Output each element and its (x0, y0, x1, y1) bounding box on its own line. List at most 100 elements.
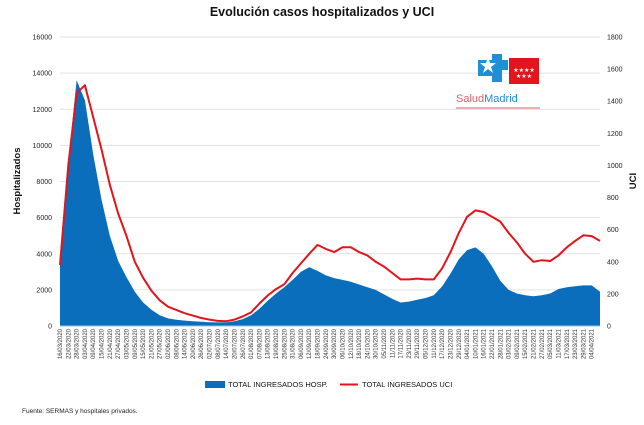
y-right-tick-label: 1000 (607, 163, 623, 170)
x-tick-label: 03/05/2020 (124, 328, 130, 359)
x-tick-label: 06/10/2020 (340, 328, 346, 359)
y-right-tick-label: 400 (607, 259, 619, 266)
x-tick-label: 21/05/2020 (149, 328, 155, 359)
x-tick-label: 08/06/2020 (174, 328, 180, 359)
x-tick-label: 27/05/2020 (158, 328, 164, 359)
chart-title: Evolución casos hospitalizados y UCI (210, 5, 434, 19)
y-left-tick-label: 6000 (36, 215, 52, 222)
x-tick-label: 07/08/2020 (257, 328, 263, 359)
flag-stars-icon: ★★★★ (513, 67, 535, 74)
svg-text:★★★: ★★★ (516, 73, 532, 80)
y-left-tick-label: 8000 (36, 179, 52, 186)
x-tick-label: 14/07/2020 (224, 328, 230, 359)
x-tick-label: 24/10/2020 (365, 328, 371, 359)
y-right-tick-label: 1200 (607, 131, 623, 138)
x-tick-label: 09/04/2020 (91, 328, 97, 359)
x-tick-label: 02/06/2020 (166, 328, 172, 359)
x-tick-label: 26/06/2020 (199, 328, 205, 359)
x-tick-label: 28/03/2020 (75, 328, 81, 359)
x-tick-label: 27/02/2021 (540, 328, 546, 359)
y-right-tick-label: 1800 (607, 35, 623, 42)
y-left-tick-label: 16000 (33, 35, 53, 42)
x-tick-label: 11/11/2020 (390, 328, 396, 358)
x-tick-label: 12/09/2020 (307, 328, 313, 359)
x-tick-label: 21/04/2020 (108, 328, 114, 359)
x-tick-label: 29/11/2020 (415, 328, 421, 358)
x-tick-label: 17/11/2020 (399, 328, 405, 358)
x-tick-label: 02/07/2020 (208, 328, 214, 359)
legend: TOTAL INGRESADOS HOSP. TOTAL INGRESADOS … (205, 380, 452, 389)
x-tick-label: 14/06/2020 (183, 328, 189, 359)
x-tick-label: 17/12/2020 (440, 328, 446, 359)
flag-icon (509, 58, 539, 84)
x-axis-ticks: 16/03/2020 22/03/2020 28/03/2020 03/04/2020… (58, 328, 596, 359)
x-tick-label: 26/07/2020 (241, 328, 247, 359)
x-tick-label: 16/01/2021 (482, 328, 488, 359)
x-tick-label: 06/09/2020 (299, 328, 305, 359)
x-tick-label: 05/12/2020 (424, 328, 430, 359)
x-tick-label: 18/10/2020 (357, 328, 363, 359)
star-cross-icon (478, 54, 508, 82)
x-tick-label: 29/03/2021 (581, 328, 587, 359)
y-right-tick-label: 0 (607, 324, 611, 331)
x-tick-label: 17/03/2021 (565, 328, 571, 359)
gridlines (60, 36, 600, 291)
x-tick-label: 19/08/2020 (274, 328, 280, 359)
x-tick-label: 22/01/2021 (490, 328, 496, 359)
x-tick-label: 03/02/2021 (507, 328, 513, 359)
x-tick-label: 24/09/2020 (324, 328, 330, 359)
x-tick-label: 05/03/2021 (548, 328, 554, 359)
x-tick-label: 04/04/2021 (590, 328, 596, 359)
x-tick-label: 15/02/2021 (523, 328, 529, 359)
x-tick-label: 04/01/2021 (465, 328, 471, 359)
x-tick-label: 09/02/2021 (515, 328, 521, 359)
y-right-tick-label: 1600 (607, 67, 623, 74)
y-left-tick-label: 4000 (36, 251, 52, 258)
x-tick-label: 29/12/2020 (457, 328, 463, 359)
y-axis-left-ticks: 0 2000 4000 6000 8000 10000 12000 14000 16000 (33, 35, 53, 331)
x-tick-label: 21/02/2021 (532, 328, 538, 359)
y-left-tick-label: 14000 (33, 71, 53, 78)
series-uci-line (59, 84, 601, 323)
x-tick-label: 15/04/2020 (100, 328, 106, 359)
x-tick-label: 12/10/2020 (349, 328, 355, 359)
x-tick-label: 31/08/2020 (291, 328, 297, 359)
y-axis-right-label: UCI (628, 173, 639, 189)
x-tick-label: 18/09/2020 (316, 328, 322, 359)
x-tick-label: 09/05/2020 (133, 328, 139, 359)
x-tick-label: 23/03/2021 (573, 328, 579, 359)
x-tick-label: 01/08/2020 (249, 328, 255, 359)
x-tick-label: 20/06/2020 (191, 328, 197, 359)
y-right-tick-label: 800 (607, 195, 619, 202)
y-left-tick-label: 10000 (33, 143, 53, 150)
x-tick-label: 03/04/2020 (83, 328, 89, 359)
x-tick-label: 10/01/2021 (473, 328, 479, 359)
x-tick-label: 25/08/2020 (282, 328, 288, 359)
x-tick-label: 05/11/2020 (382, 328, 388, 358)
salud-madrid-logo: ★★★★ ★★★ SaludMadrid (456, 54, 540, 109)
x-tick-label: 30/10/2020 (374, 328, 380, 359)
x-tick-label: 15/05/2020 (141, 328, 147, 359)
x-tick-label: 16/03/2020 (58, 328, 64, 359)
y-left-tick-label: 0 (48, 324, 52, 331)
legend-label-hosp: TOTAL INGRESADOS HOSP. (228, 380, 328, 389)
x-tick-label: 08/07/2020 (216, 328, 222, 359)
legend-swatch-hosp (205, 381, 225, 388)
y-left-tick-label: 2000 (36, 287, 52, 294)
x-tick-label: 27/04/2020 (116, 328, 122, 359)
x-tick-label: 13/08/2020 (266, 328, 272, 359)
y-right-tick-label: 600 (607, 227, 619, 234)
x-tick-label: 30/09/2020 (332, 328, 338, 359)
y-axis-left-label: Hospitalizados (12, 147, 23, 214)
x-tick-label: 23/12/2020 (448, 328, 454, 359)
x-tick-label: 11/12/2020 (432, 328, 438, 358)
y-left-tick-label: 12000 (33, 107, 53, 114)
y-right-tick-label: 1400 (607, 99, 623, 106)
y-axis-right-ticks: 0 200 400 600 800 1000 1200 1400 1600 1800 (607, 35, 623, 331)
x-tick-label: 20/07/2020 (232, 328, 238, 359)
x-tick-label: 22/03/2020 (66, 328, 72, 359)
x-tick-label: 11/03/2021 (556, 328, 562, 358)
x-tick-label: 28/01/2021 (498, 328, 504, 359)
source-note: Fuente: SERMAS y hospitales privados. (22, 408, 138, 415)
